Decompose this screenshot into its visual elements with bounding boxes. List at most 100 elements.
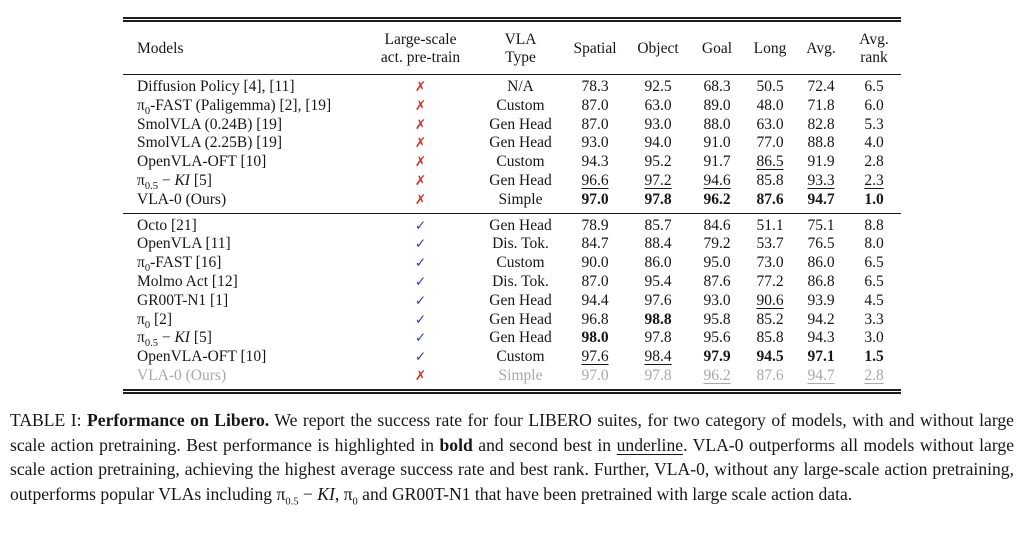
pretrain-cell: ✗	[363, 191, 478, 213]
table-row: OpenVLA [11] ✓ Dis. Tok. 84.7 88.4 79.2 53.7 76…	[123, 235, 901, 254]
score-cell: 2.8	[864, 153, 884, 171]
caption-segment: π0.5 − KI	[276, 484, 335, 508]
score-cell: 85.8	[756, 329, 784, 347]
table-row: VLA-0 (Ours) ✗ Simple 97.0 97.8 96.2 87.6 94.7 1…	[123, 191, 901, 213]
vla-type-cell: Gen Head	[489, 291, 552, 309]
vla-type-cell: Gen Head	[489, 171, 552, 189]
score-cell: 88.8	[807, 134, 835, 152]
score-cell: 63.0	[644, 96, 672, 114]
vla-type-cell: N/A	[507, 78, 534, 95]
col-header-avg: Avg.	[795, 19, 847, 75]
score-cell: 95.8	[703, 310, 731, 328]
vla-type-cell: Custom	[496, 254, 545, 272]
score-cell: 78.9	[581, 216, 609, 234]
check-icon: ✓	[414, 349, 427, 366]
score-cell: 68.3	[703, 78, 731, 95]
table-row: π0.5 − KI [5] ✓ Gen Head 98.0 97.8 95.6 85.8 94…	[123, 329, 901, 349]
score-cell: 97.8	[644, 329, 672, 347]
vla-type-cell: Gen Head	[489, 216, 552, 234]
score-cell: 76.5	[807, 235, 835, 253]
model-name-cell: OpenVLA-OFT [10]	[137, 348, 267, 366]
score-cell: 6.0	[864, 96, 884, 114]
score-cell: 94.7	[807, 190, 835, 208]
score-cell: 97.0	[581, 190, 609, 208]
score-cell: 95.2	[644, 153, 672, 171]
caption-segment: and second best in	[472, 434, 617, 455]
score-cell: 94.3	[581, 153, 609, 171]
check-icon: ✓	[414, 255, 427, 272]
check-icon: ✓	[414, 311, 427, 328]
cross-icon: ✗	[414, 154, 427, 171]
score-cell: 96.2	[703, 190, 731, 208]
pretrain-cell: ✗	[363, 153, 478, 172]
score-cell: 1.5	[864, 348, 884, 366]
model-name-cell: π0-FAST [16]	[137, 254, 222, 275]
score-cell: 94.6	[703, 171, 731, 189]
score-cell: 87.6	[756, 190, 784, 208]
caption-segment: underline	[616, 434, 684, 455]
table-row: Molmo Act [12] ✓ Dis. Tok. 87.0 95.4 87.6 77.2…	[123, 273, 901, 292]
caption-segment: TABLE I:	[10, 409, 88, 430]
table-header: Models Large-scale act. pre-train VLA Type Sp…	[123, 19, 901, 75]
score-cell: 97.2	[644, 171, 672, 189]
score-cell: 93.0	[703, 291, 731, 309]
model-name-cell: Molmo Act [12]	[137, 272, 238, 290]
score-cell: 79.2	[703, 235, 731, 253]
pretrain-cell: ✗	[363, 75, 478, 97]
score-cell: 84.7	[581, 235, 609, 253]
score-cell: 94.2	[807, 310, 835, 328]
score-cell: 95.4	[644, 272, 672, 290]
score-cell: 85.8	[756, 171, 784, 189]
caption-segment: and GR00T-N1 that have been pretrained w…	[357, 484, 853, 505]
score-cell: 97.6	[581, 348, 609, 366]
model-name-cell: π0.5 − KI [5]	[137, 171, 212, 193]
cross-icon: ✗	[414, 79, 427, 95]
table-row: Octo [21] ✓ Gen Head 78.9 85.7 84.6 51.1 75.1 8.…	[123, 213, 901, 235]
table-row: Diffusion Policy [4], [11] ✗ N/A 78.3 92.5 68…	[123, 75, 901, 97]
score-cell: 86.5	[756, 153, 784, 171]
table-row: GR00T-N1 [1] ✓ Gen Head 94.4 97.6 93.0 90.6 93.…	[123, 292, 901, 311]
table-row: SmolVLA (2.25B) [19] ✗ Gen Head 93.0 94.0 91.…	[123, 134, 901, 153]
pretrain-cell: ✓	[363, 292, 478, 311]
score-cell: 53.7	[756, 235, 784, 253]
score-cell: 2.3	[864, 171, 884, 189]
pretrain-cell: ✗	[363, 172, 478, 191]
model-name-cell: π0-FAST (Paligemma) [2], [19]	[137, 96, 332, 117]
table-row: π0-FAST (Paligemma) [2], [19] ✗ Custom 87.0…	[123, 96, 901, 117]
vla-type-cell: Custom	[496, 153, 545, 171]
pretrain-cell: ✓	[363, 254, 478, 273]
check-icon: ✓	[414, 292, 427, 309]
vla-type-cell: Custom	[496, 348, 545, 366]
model-name-cell: VLA-0 (Ours)	[137, 366, 227, 384]
score-cell: 6.5	[864, 254, 884, 272]
score-cell: 75.1	[807, 216, 835, 234]
table-row: SmolVLA (0.24B) [19] ✗ Gen Head 87.0 93.0 88.…	[123, 116, 901, 135]
table-caption: TABLE I: Performance on Libero. We repor…	[10, 408, 1014, 508]
model-name-cell: GR00T-N1 [1]	[137, 291, 229, 309]
col-header-object: Object	[627, 19, 689, 75]
check-icon: ✓	[414, 236, 427, 253]
check-icon: ✓	[414, 330, 427, 347]
col-header-long: Long	[745, 19, 795, 75]
vla-type-cell: Simple	[498, 366, 543, 384]
col-header-pretrain: Large-scale act. pre-train	[363, 19, 478, 75]
score-cell: 85.7	[644, 216, 672, 234]
score-cell: 96.8	[581, 310, 609, 328]
score-cell: 6.5	[864, 272, 884, 290]
model-name-cell: OpenVLA [11]	[137, 235, 231, 253]
score-cell: 89.0	[703, 96, 731, 114]
cross-icon: ✗	[414, 116, 427, 133]
pretrain-cell: ✓	[363, 348, 478, 367]
cross-icon: ✗	[414, 172, 427, 189]
paper-figure: Models Large-scale act. pre-train VLA Type Sp…	[0, 17, 1024, 545]
score-cell: 4.5	[864, 291, 884, 309]
header-row: Models Large-scale act. pre-train VLA Type Sp…	[123, 19, 901, 75]
score-cell: 96.6	[581, 171, 609, 189]
model-name-cell: Diffusion Policy [4], [11]	[137, 78, 295, 95]
score-cell: 90.0	[581, 254, 609, 272]
score-cell: 94.5	[756, 348, 784, 366]
pretrain-cell: ✓	[363, 329, 478, 348]
cross-icon: ✗	[414, 135, 427, 152]
caption-segment: π0	[343, 484, 358, 508]
table-row: π0-FAST [16] ✓ Custom 90.0 86.0 95.0 73.0 86.0 6…	[123, 254, 901, 275]
